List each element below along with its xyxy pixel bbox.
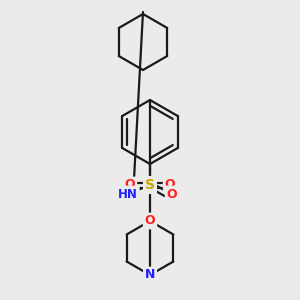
Text: O: O bbox=[125, 178, 135, 191]
Text: HN: HN bbox=[118, 188, 138, 200]
Text: O: O bbox=[165, 178, 175, 191]
Text: S: S bbox=[145, 178, 155, 192]
Text: N: N bbox=[145, 268, 155, 281]
Text: O: O bbox=[145, 214, 155, 227]
Text: O: O bbox=[167, 188, 177, 200]
